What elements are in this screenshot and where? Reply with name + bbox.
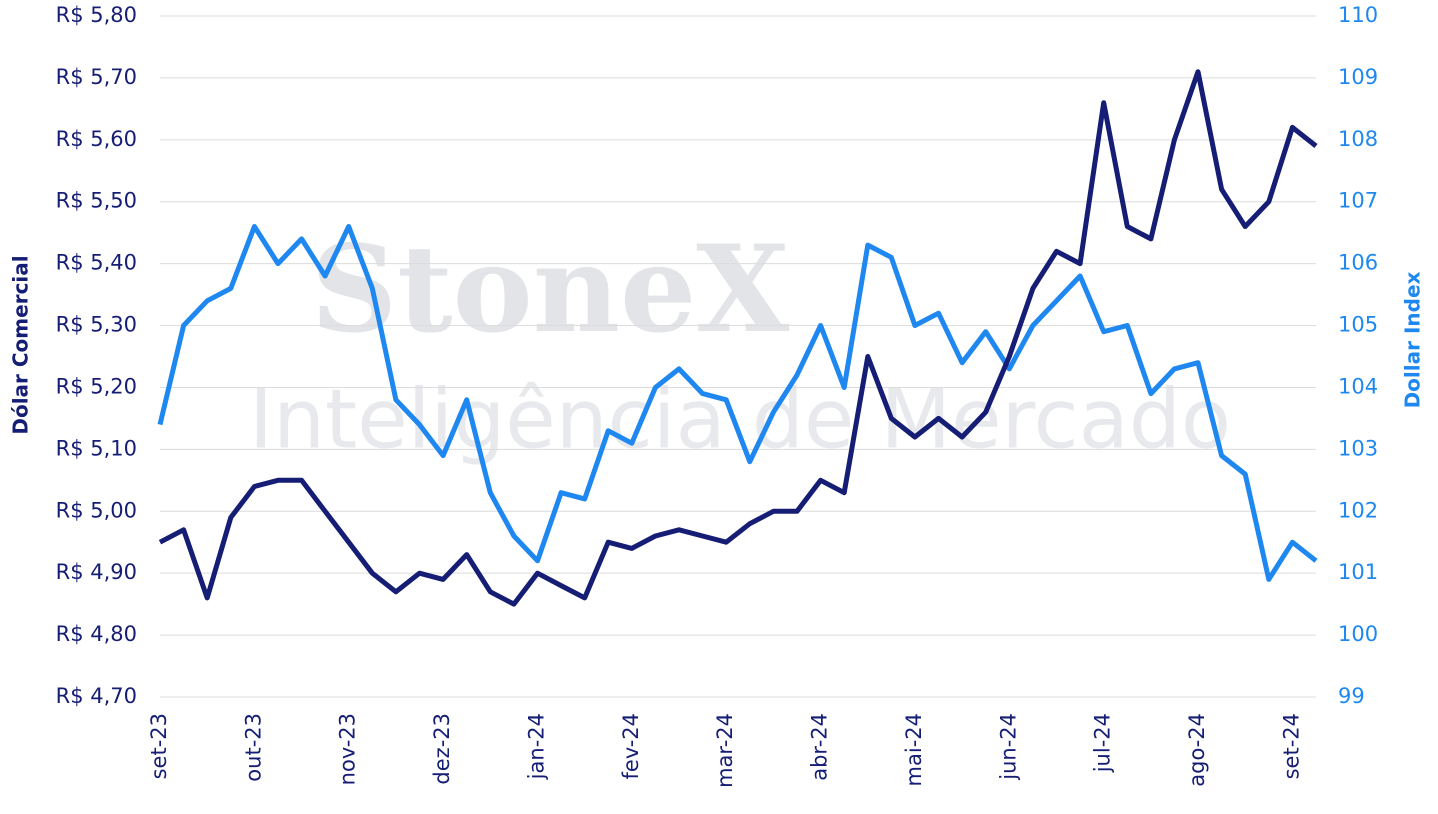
series-line <box>157 224 1318 582</box>
x-tick-label: ago-24 <box>1185 713 1209 787</box>
watermark-logo: StoneX <box>311 219 790 360</box>
x-tick-label: jun-24 <box>996 713 1020 781</box>
y-tick-label: R$ 4,90 <box>56 560 137 584</box>
y-tick-label: R$ 5,10 <box>56 436 137 460</box>
y2-tick-label: 107 <box>1338 189 1378 213</box>
y-tick-label: R$ 4,80 <box>56 622 137 646</box>
y2-axis-title: Dollar Index <box>1401 271 1425 408</box>
x-tick-label: nov-23 <box>336 713 360 785</box>
y2-tick-label: 110 <box>1338 3 1378 27</box>
y2-tick-label: 104 <box>1338 374 1378 398</box>
y-tick-label: R$ 4,70 <box>56 684 137 708</box>
y-tick-label: R$ 5,60 <box>56 127 137 151</box>
y2-tick-label: 108 <box>1338 127 1378 151</box>
y2-tick-label: 109 <box>1338 65 1378 89</box>
x-tick-label: out-23 <box>241 713 265 782</box>
y-tick-label: R$ 5,50 <box>56 189 137 213</box>
x-tick-label: dez-23 <box>430 713 454 785</box>
y-tick-label: R$ 5,30 <box>56 313 137 337</box>
x-tick-label: set-23 <box>147 713 171 779</box>
y-tick-label: R$ 5,80 <box>56 3 137 27</box>
y2-tick-label: 99 <box>1338 684 1365 708</box>
x-tick-label: mar-24 <box>713 713 737 788</box>
y-tick-label: R$ 5,20 <box>56 374 137 398</box>
x-tick-label: jan-24 <box>524 713 548 780</box>
x-tick-label: set-24 <box>1279 713 1303 779</box>
y-tick-label: R$ 5,00 <box>56 498 137 522</box>
series-line <box>158 69 1318 607</box>
x-tick-label: abr-24 <box>808 713 832 781</box>
x-tick-label: fev-24 <box>619 713 643 779</box>
y-tick-label: R$ 5,40 <box>56 251 137 275</box>
y-axis-title: Dólar Comercial <box>9 255 33 434</box>
watermark-text: Inteligência de Mercado <box>249 372 1231 467</box>
y2-tick-label: 103 <box>1338 436 1378 460</box>
x-tick-label: jul-24 <box>1091 713 1115 773</box>
y2-tick-label: 105 <box>1338 313 1378 337</box>
y2-tick-label: 101 <box>1338 560 1378 584</box>
y-tick-label: R$ 5,70 <box>56 65 137 89</box>
x-tick-label: mai-24 <box>902 713 926 786</box>
y2-tick-label: 106 <box>1338 251 1378 275</box>
y2-tick-label: 102 <box>1338 498 1378 522</box>
y2-tick-label: 100 <box>1338 622 1378 646</box>
